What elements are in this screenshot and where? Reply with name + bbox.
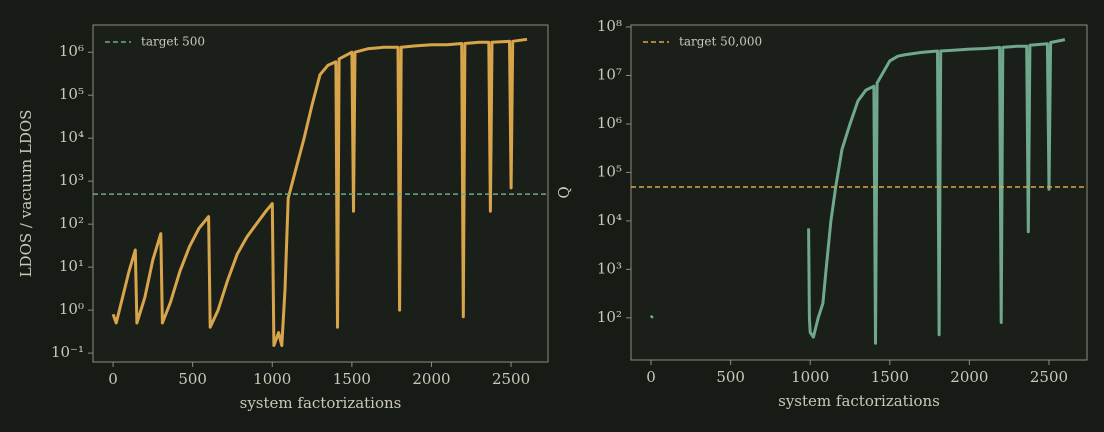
y-tick-label: 10¹ [59,257,84,275]
y-tick-label: 10⁰ [59,300,84,318]
data-line [649,38,1066,345]
y-axis-label: Q [555,186,573,198]
x-axis-label: system factorizations [778,392,940,410]
x-tick-label: 2500 [492,370,530,388]
legend-label: target 50,000 [679,35,762,49]
y-tick-label: 10⁸ [597,17,622,35]
x-axis-label: system factorizations [240,394,402,412]
x-tick-label: 2000 [412,370,450,388]
x-tick-label: 500 [716,368,745,386]
y-tick-label: 10⁵ [597,162,622,180]
y-tick-label: 10⁷ [597,65,622,83]
legend-label: target 500 [141,35,205,49]
y-tick-label: 10³ [597,259,622,277]
y-tick-label: 10⁵ [59,85,84,103]
y-tick-label: 10³ [59,171,84,189]
plot-area [630,24,1088,361]
y-tick-label: 10² [597,308,622,326]
x-tick-label: 1500 [871,368,909,386]
y-tick-label: 10⁴ [597,211,622,229]
x-tick-label: 0 [646,368,656,386]
y-tick-label: 10⁶ [59,42,84,60]
x-tick-label: 500 [178,370,207,388]
y-tick-label: 10⁴ [59,128,84,146]
y-tick-label: 10⁶ [597,114,622,132]
data-line [111,37,528,347]
y-axis-label: LDOS / vacuum LDOS [17,110,35,278]
x-tick-label: 2500 [1030,368,1068,386]
x-tick-label: 0 [108,370,118,388]
y-tick-label: 10² [59,214,84,232]
x-tick-label: 2000 [950,368,988,386]
x-tick-label: 1000 [253,370,291,388]
x-tick-label: 1000 [791,368,829,386]
x-tick-label: 1500 [333,370,371,388]
y-tick-label: 10⁻¹ [51,343,84,361]
